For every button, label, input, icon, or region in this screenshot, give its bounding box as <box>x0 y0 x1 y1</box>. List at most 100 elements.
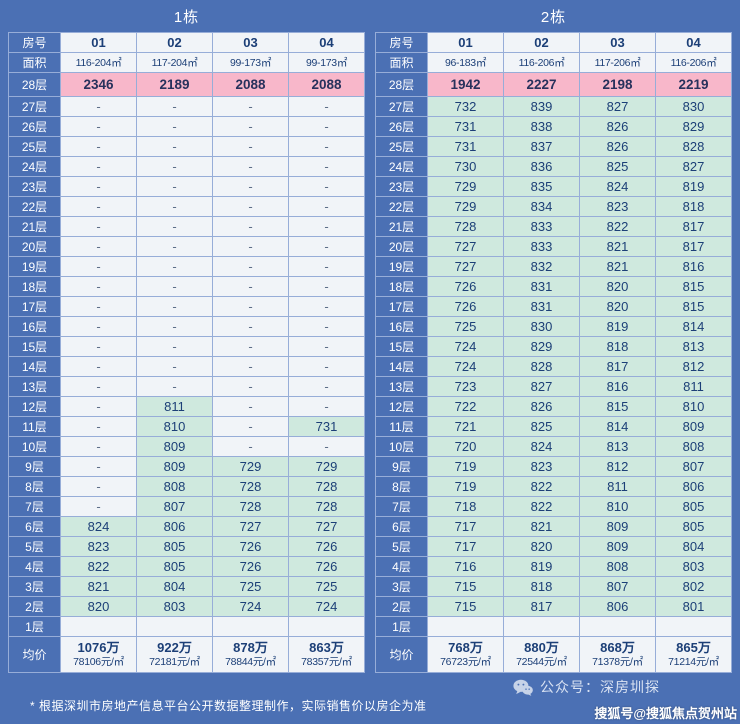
price-cell: 731 <box>427 116 504 137</box>
floor-row: 22层 729 834 823 818 <box>375 196 732 217</box>
floor-label: 19层 <box>8 256 61 277</box>
floor-label: 19层 <box>375 256 428 277</box>
floor-row: 2层 820 803 724 724 <box>8 596 365 617</box>
price-cell: - <box>60 416 137 437</box>
price-cell: 808 <box>655 436 732 457</box>
price-cell: - <box>212 196 289 217</box>
room-number-header: 01 <box>60 32 137 53</box>
floor-row: 9层 -809 729 729 <box>8 456 365 477</box>
price-cell: - <box>136 96 213 117</box>
building-1-price-grid: 房号 01 02 03 04 面积 116-204㎡ 117-204㎡ 99-173㎡ 99-17… <box>8 32 365 673</box>
avg-total-price: 865万 <box>676 640 711 655</box>
price-cell: 2198 <box>579 72 656 97</box>
price-cell: 809 <box>136 436 213 457</box>
price-cell: 725 <box>212 576 289 597</box>
price-cell: 807 <box>579 576 656 597</box>
floor-row: 14层 - - - - <box>8 356 365 377</box>
price-cell: - <box>60 236 137 257</box>
floor-label: 20层 <box>375 236 428 257</box>
wechat-icon <box>513 679 533 696</box>
wechat-account-row: 公众号：深房圳探 <box>513 677 660 697</box>
avg-total-price: 768万 <box>448 640 483 655</box>
price-cell: 806 <box>579 596 656 617</box>
floor-row: 3层 821 804 725 725 <box>8 576 365 597</box>
area-value: 117-206㎡ <box>579 52 656 73</box>
price-cell <box>212 616 289 637</box>
floor-row: 11层 -810-731 <box>8 416 365 437</box>
room-header-row: 房号 01 02 03 04 <box>8 32 365 53</box>
price-cell: - <box>60 356 137 377</box>
price-cell: - <box>212 96 289 117</box>
price-cell: 724 <box>288 596 365 617</box>
price-cell: - <box>288 356 365 377</box>
price-cell: - <box>212 336 289 357</box>
price-cell: 725 <box>288 576 365 597</box>
price-cell: 822 <box>503 496 580 517</box>
avg-unit-price: 71378元/㎡ <box>592 656 643 668</box>
floor-label: 2层 <box>375 596 428 617</box>
price-cell: - <box>288 436 365 457</box>
floor-row: 6层 824 806 727 727 <box>8 516 365 537</box>
floor-row: 5层 717 820 809 804 <box>375 536 732 557</box>
price-cell: - <box>212 436 289 457</box>
price-cell: 730 <box>427 156 504 177</box>
floor-row: 28层 2346 2189 2088 2088 <box>8 72 365 97</box>
price-cell: 834 <box>503 196 580 217</box>
floor-row: 8层 719 822 811 806 <box>375 476 732 497</box>
price-cell: 729 <box>288 456 365 477</box>
floor-label: 22层 <box>8 196 61 217</box>
price-cell: 2227 <box>503 72 580 97</box>
price-cell: 726 <box>212 536 289 557</box>
price-cell <box>655 616 732 637</box>
price-cell: 724 <box>427 356 504 377</box>
price-cell: 729 <box>427 176 504 197</box>
price-cell: 807 <box>655 456 732 477</box>
price-cell: 724 <box>427 336 504 357</box>
area-value: 117-204㎡ <box>136 52 213 73</box>
floor-label: 16层 <box>8 316 61 337</box>
floor-label: 15层 <box>8 336 61 357</box>
price-cell: 728 <box>212 476 289 497</box>
price-cell <box>427 616 504 637</box>
room-number-header: 03 <box>212 32 289 53</box>
price-cell: - <box>212 136 289 157</box>
price-cell: 802 <box>655 576 732 597</box>
price-cell: 821 <box>503 516 580 537</box>
area-row: 面积 96-183㎡ 116-206㎡ 117-206㎡ 116-206㎡ <box>375 52 732 73</box>
price-cell: 824 <box>503 436 580 457</box>
floor-label: 4层 <box>8 556 61 577</box>
floor-label: 26层 <box>375 116 428 137</box>
price-cell: 817 <box>655 236 732 257</box>
price-cell: 830 <box>503 316 580 337</box>
room-number-header: 02 <box>136 32 213 53</box>
avg-total-price: 878万 <box>233 640 268 655</box>
floor-row: 5层 823 805 726 726 <box>8 536 365 557</box>
floor-row: 16层 725 830 819 814 <box>375 316 732 337</box>
floor-label: 1层 <box>8 616 61 637</box>
floor-row: 21层 - - - - <box>8 216 365 237</box>
floor-label: 28层 <box>8 72 61 97</box>
area-row-label: 面积 <box>375 52 428 73</box>
price-cell: 721 <box>427 416 504 437</box>
price-cell: 823 <box>60 536 137 557</box>
floor-row: 26层 - - - - <box>8 116 365 137</box>
price-cell: 806 <box>136 516 213 537</box>
price-cell: 809 <box>655 416 732 437</box>
price-cell: 825 <box>579 156 656 177</box>
price-cell: - <box>60 396 137 417</box>
avg-unit-price: 71214元/㎡ <box>668 656 719 668</box>
area-value: 99-173㎡ <box>288 52 365 73</box>
price-cell <box>579 616 656 637</box>
price-cell: - <box>136 296 213 317</box>
price-cell: - <box>136 336 213 357</box>
price-cell: 826 <box>579 136 656 157</box>
room-number-header: 01 <box>427 32 504 53</box>
price-cell: 723 <box>427 376 504 397</box>
price-cell: 824 <box>579 176 656 197</box>
price-cell: - <box>288 376 365 397</box>
price-cell: - <box>212 216 289 237</box>
price-cell: 726 <box>427 296 504 317</box>
price-cell: - <box>136 136 213 157</box>
floor-label: 13层 <box>8 376 61 397</box>
price-cell: - <box>212 156 289 177</box>
